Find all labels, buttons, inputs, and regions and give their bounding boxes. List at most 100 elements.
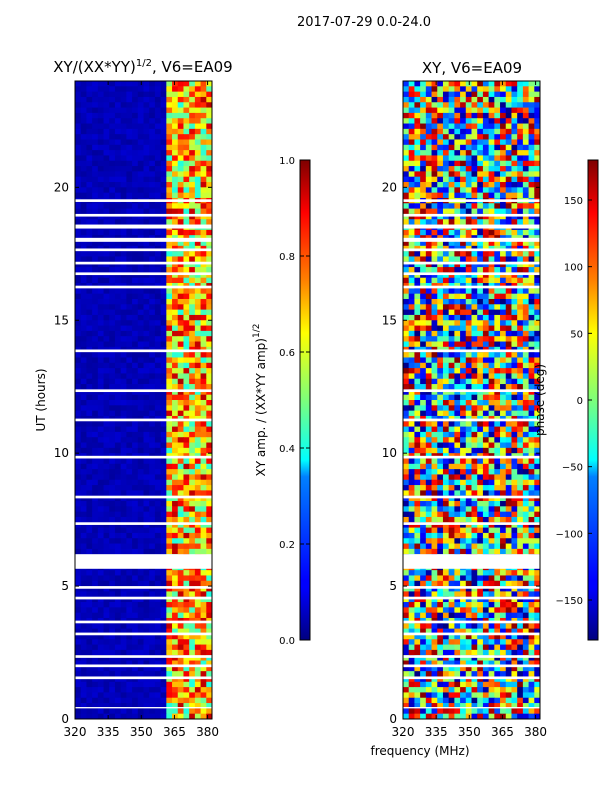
heatmap-cell bbox=[183, 639, 190, 646]
heatmap-cell bbox=[488, 463, 495, 470]
heatmap-cell bbox=[92, 548, 99, 555]
heatmap-cell bbox=[149, 575, 156, 582]
heatmap-cell bbox=[166, 575, 173, 582]
heatmap-cell bbox=[471, 139, 478, 146]
heatmap-cell bbox=[420, 490, 427, 497]
heatmap-cell bbox=[505, 357, 512, 364]
heatmap-cell bbox=[75, 203, 82, 210]
heatmap-cell bbox=[448, 91, 455, 98]
heatmap-cell bbox=[114, 527, 122, 534]
heatmap-cell bbox=[454, 373, 461, 380]
heatmap-cell bbox=[494, 187, 501, 194]
heatmap-cell bbox=[505, 442, 512, 449]
heatmap-cell bbox=[477, 485, 484, 491]
heatmap-cell bbox=[143, 442, 150, 449]
heatmap-cell bbox=[132, 134, 139, 140]
flagged-gap bbox=[75, 248, 212, 252]
flagged-gap bbox=[75, 707, 212, 709]
heatmap-cell bbox=[120, 330, 127, 337]
heatmap-cell bbox=[454, 182, 461, 188]
heatmap-cell bbox=[431, 251, 438, 257]
heatmap-cell bbox=[120, 474, 127, 481]
heatmap-cell bbox=[448, 431, 455, 438]
heatmap-cell bbox=[200, 267, 207, 273]
heatmap-cell bbox=[189, 463, 196, 470]
heatmap-cell bbox=[103, 527, 110, 534]
heatmap-cell bbox=[511, 373, 518, 380]
heatmap-cell bbox=[183, 298, 190, 305]
heatmap-cell bbox=[103, 612, 110, 619]
heatmap-cell bbox=[194, 261, 202, 268]
heatmap-cell bbox=[154, 182, 162, 188]
heatmap-cell bbox=[522, 431, 530, 438]
heatmap-cell bbox=[120, 341, 127, 348]
heatmap-cell bbox=[114, 341, 122, 348]
heatmap-cell bbox=[75, 96, 82, 103]
heatmap-cell bbox=[166, 341, 173, 348]
heatmap-cell bbox=[494, 240, 501, 247]
heatmap-cell bbox=[460, 506, 467, 513]
heatmap-cell bbox=[425, 469, 433, 475]
heatmap-cell bbox=[420, 150, 427, 156]
heatmap-cell bbox=[109, 447, 116, 454]
heatmap-cell bbox=[414, 272, 421, 279]
heatmap-cell bbox=[206, 612, 213, 619]
heatmap-cell bbox=[183, 394, 190, 401]
heatmap-cell bbox=[414, 431, 421, 438]
heatmap-cell bbox=[528, 86, 535, 93]
heatmap-cell bbox=[177, 602, 184, 608]
heatmap-cell bbox=[522, 304, 530, 311]
heatmap-cell bbox=[494, 139, 501, 146]
heatmap-cell bbox=[511, 166, 518, 172]
heatmap-cell bbox=[522, 81, 530, 87]
heatmap-cell bbox=[149, 166, 156, 172]
heatmap-cell bbox=[109, 687, 116, 693]
heatmap-cell bbox=[517, 160, 524, 167]
heatmap-cell bbox=[200, 118, 207, 125]
heatmap-cell bbox=[109, 649, 116, 656]
heatmap-cell bbox=[505, 463, 512, 470]
heatmap-cell bbox=[160, 256, 167, 263]
heatmap-cell bbox=[206, 431, 213, 438]
heatmap-cell bbox=[408, 431, 415, 438]
heatmap-cell bbox=[166, 692, 173, 699]
heatmap-cell bbox=[189, 644, 196, 651]
heatmap-cell bbox=[86, 516, 93, 523]
heatmap-cell bbox=[477, 506, 484, 513]
heatmap-cell bbox=[160, 548, 167, 555]
heatmap-cell bbox=[414, 357, 421, 364]
heatmap-cell bbox=[177, 633, 184, 640]
heatmap-cell bbox=[454, 86, 461, 93]
heatmap-cell bbox=[206, 713, 213, 720]
heatmap-cell bbox=[517, 155, 524, 162]
heatmap-cell bbox=[166, 655, 173, 662]
heatmap-cell bbox=[517, 171, 524, 178]
heatmap-cell bbox=[189, 400, 196, 406]
heatmap-cell bbox=[103, 139, 110, 146]
heatmap-cell bbox=[137, 485, 144, 491]
heatmap-cell bbox=[414, 421, 421, 428]
heatmap-cell bbox=[200, 288, 207, 295]
heatmap-cell bbox=[166, 639, 173, 646]
heatmap-cell bbox=[420, 330, 427, 337]
heatmap-cell bbox=[442, 102, 450, 109]
heatmap-cell bbox=[522, 176, 530, 183]
heatmap-cell bbox=[166, 442, 173, 449]
heatmap-cell bbox=[528, 112, 535, 119]
heatmap-cell bbox=[403, 485, 410, 491]
heatmap-cell bbox=[143, 400, 150, 406]
heatmap-cell bbox=[460, 516, 467, 523]
heatmap-cell bbox=[114, 538, 122, 545]
heatmap-cell bbox=[189, 713, 196, 720]
heatmap-cell bbox=[143, 644, 150, 651]
heatmap-cell bbox=[160, 118, 167, 125]
heatmap-cell bbox=[120, 591, 127, 598]
heatmap-cell bbox=[80, 160, 87, 167]
heatmap-cell bbox=[534, 431, 541, 438]
heatmap-cell bbox=[414, 112, 421, 119]
heatmap-cell bbox=[403, 267, 410, 273]
heatmap-cell bbox=[511, 261, 518, 268]
heatmap-cell bbox=[494, 437, 501, 444]
heatmap-cell bbox=[448, 325, 455, 332]
